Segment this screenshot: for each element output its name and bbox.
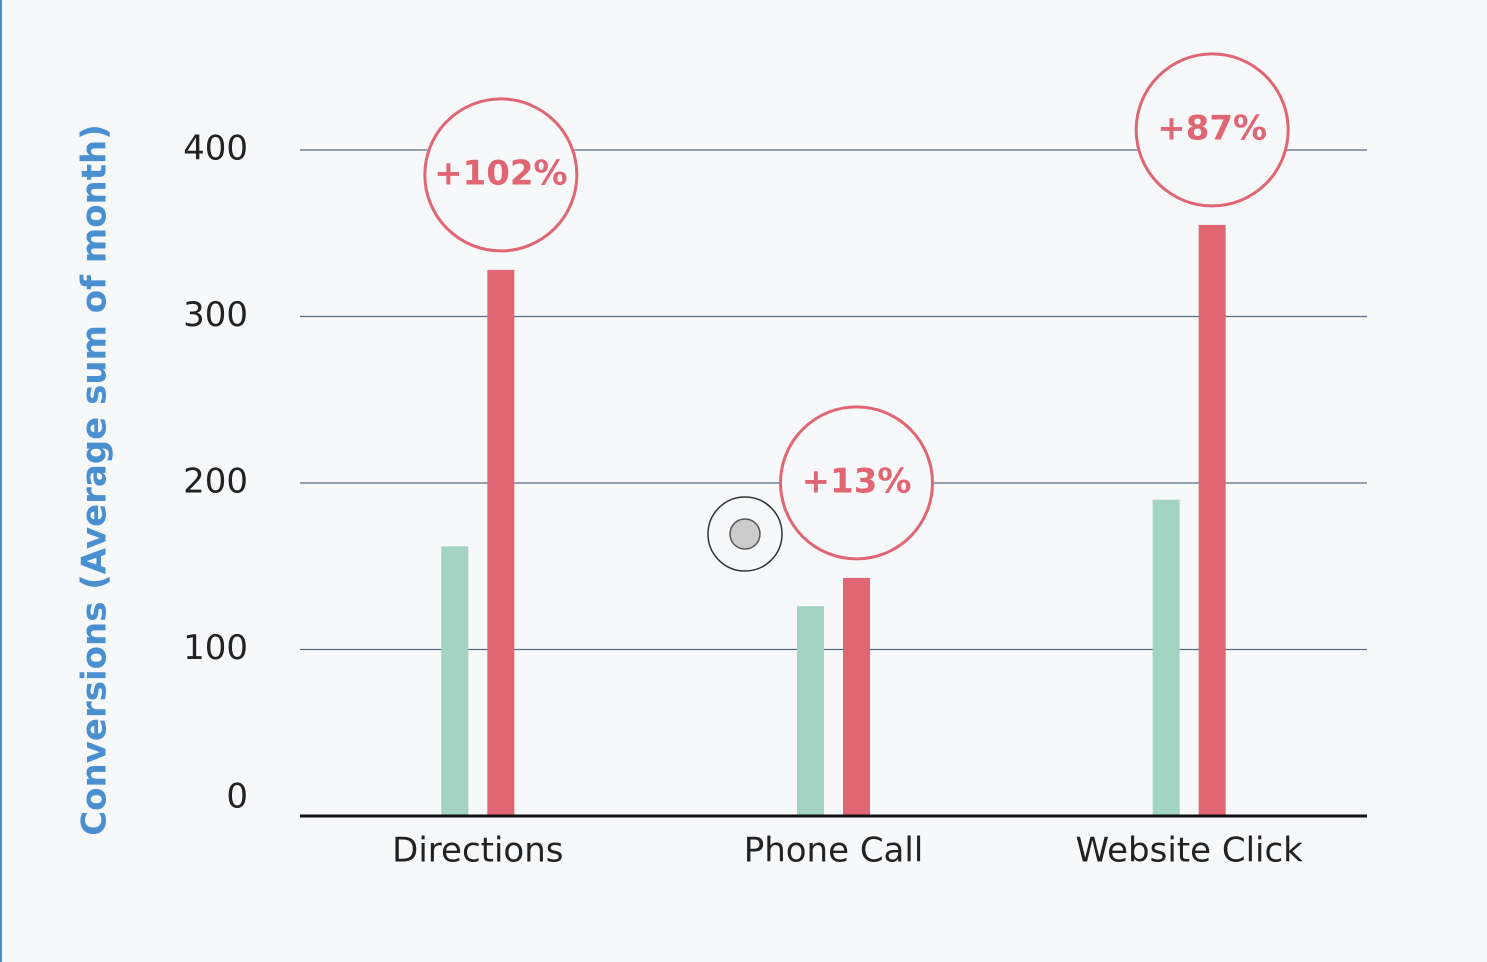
- bar: [797, 606, 824, 816]
- bar: [1198, 224, 1226, 817]
- y-tick-label: 200: [183, 462, 248, 502]
- annotation: +13%: [802, 461, 912, 501]
- bar: [843, 577, 870, 816]
- x-tick-label: Website Click: [1075, 831, 1303, 871]
- y-tick-label: 300: [183, 295, 248, 335]
- y-tick-label: 100: [183, 628, 248, 668]
- cursor-dot: [729, 518, 761, 550]
- bar: [441, 546, 469, 816]
- x-tick-label: Phone Call: [744, 831, 924, 871]
- y-tick-label: 400: [183, 129, 248, 169]
- annotation-circle: [779, 405, 934, 561]
- cursor-ring: [707, 496, 783, 572]
- annotation-circle: [1134, 52, 1290, 208]
- annotation-circle: [423, 97, 579, 253]
- y-tick-label: 0: [226, 777, 248, 817]
- annotation: +87%: [1157, 108, 1267, 148]
- bar: [1152, 499, 1180, 816]
- annotation: +102%: [434, 153, 568, 193]
- bar: [487, 269, 515, 816]
- y-axis-label: Conversions (Average sum of month): [75, 124, 115, 836]
- x-tick-label: Directions: [392, 831, 563, 871]
- cursor: [707, 496, 783, 572]
